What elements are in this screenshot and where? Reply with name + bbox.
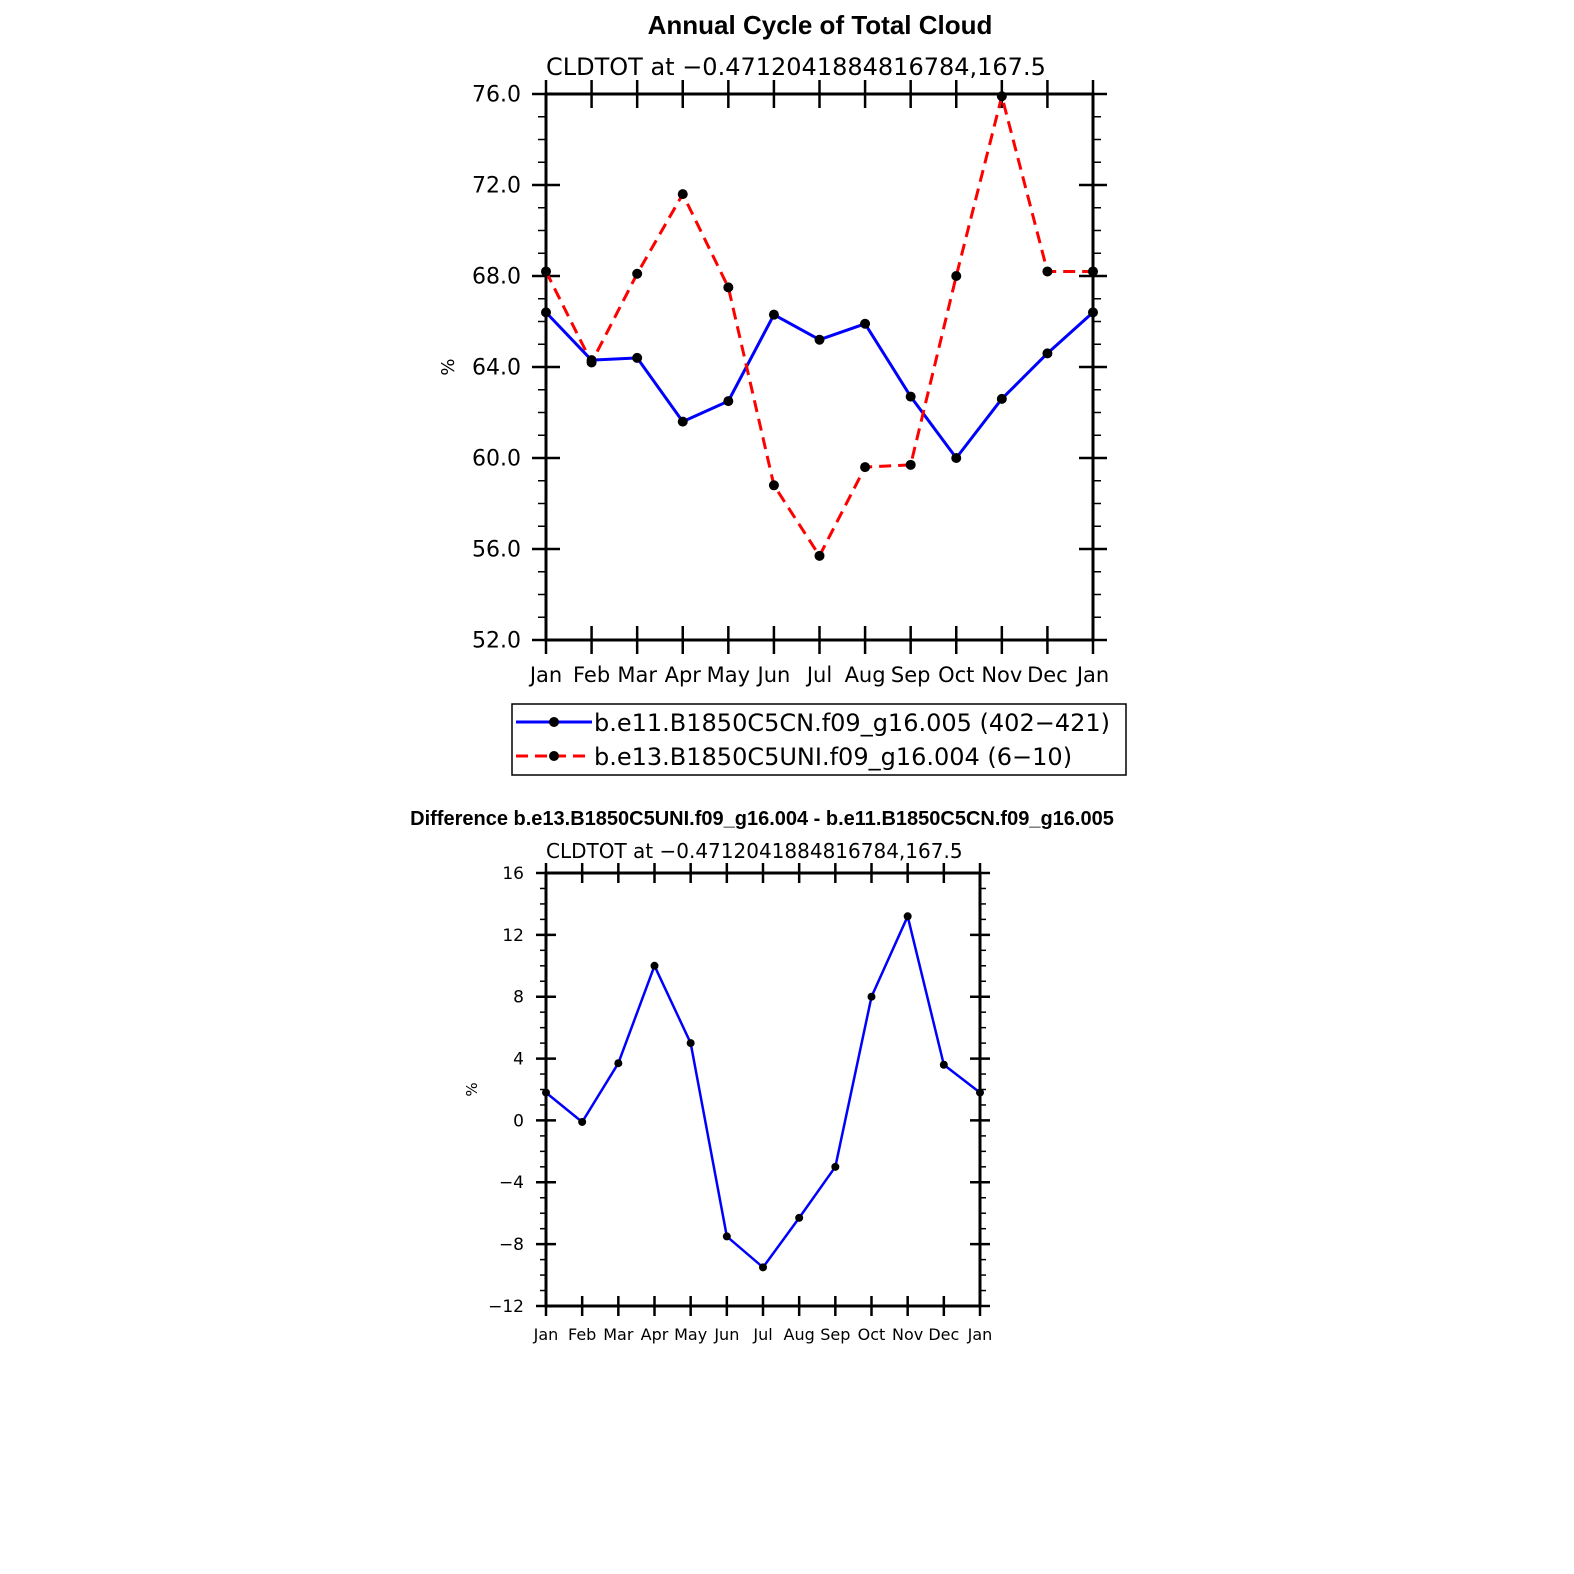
chart-2-x-tick-label: Feb (568, 1325, 596, 1344)
chart-1-x-tick-label: Jan (1075, 663, 1109, 687)
legend-series-1-label: b.e11.B1850C5CN.f09_g16.005 (402−421) (594, 709, 1110, 737)
chart-2-y-tick-label: 4 (513, 1050, 524, 1070)
chart-2-subtitle: CLDTOT at −0.4712041884816784,167.5 (546, 839, 963, 863)
chart-1-x-tick-label: Nov (981, 663, 1022, 687)
chart-1-series-1-point (768, 309, 779, 320)
chart-1-series-2-point (860, 462, 871, 473)
chart-2-series-1-point (939, 1060, 948, 1069)
legend-series-1-marker (549, 717, 559, 727)
chart-1-x-tick-label: Apr (665, 663, 702, 687)
legend-box (511, 703, 1127, 776)
chart-1-title: Annual Cycle of Total Cloud (648, 10, 993, 40)
chart-1-series-1-line (544, 311, 1095, 460)
chart-1-legend: b.e11.B1850C5CN.f09_g16.005 (402−421) b.e… (511, 703, 1127, 776)
chart-1-x-tick-label: Jun (756, 663, 791, 687)
chart-1-y-tick-label: 64.0 (472, 356, 521, 381)
chart-2-series-1-point (542, 1088, 550, 1097)
chart-2-series-1-point (614, 1059, 623, 1068)
chart-2-series-1-point (867, 992, 876, 1001)
chart-2-title: Difference b.e13.B1850C5UNI.f09_g16.004 … (410, 808, 1114, 830)
chart-1-series-1-point (677, 416, 688, 427)
chart-1-x-tick-label: Dec (1027, 663, 1068, 687)
chart-1-x-tick-label: May (707, 663, 750, 687)
chart-2-y-axis-label: % (463, 1082, 481, 1096)
chart-2-x-tick-label: Jul (752, 1325, 772, 1344)
chart-1-y-tick-label: 60.0 (472, 447, 521, 472)
chart-1-series-2-point (632, 268, 643, 279)
chart-1-x-tick-label: Sep (891, 663, 931, 687)
chart-2-series-1-point (795, 1213, 804, 1222)
chart-1-x-tick-label: Jul (805, 663, 832, 687)
chart-1-y-axis-label: % (438, 358, 459, 375)
chart-1-y-tick-label: 56.0 (472, 538, 521, 563)
chart-2-x-tick-label: Mar (603, 1325, 634, 1344)
chart-2-series-1-point (831, 1162, 840, 1171)
chart-1-series-2-point (541, 266, 551, 277)
chart-2-x-tick-label: Dec (928, 1325, 959, 1344)
chart-1-series-2-point (723, 282, 734, 293)
chart-1-y-tick-label: 68.0 (472, 265, 521, 290)
chart-1-series-2-point (677, 189, 688, 200)
chart-1-subtitle: CLDTOT at −0.4712041884816784,167.5 (546, 53, 1046, 81)
chart-2-series-1-point (722, 1232, 731, 1241)
chart-2-y-tick-label: −4 (499, 1173, 524, 1193)
chart-1-series-2-point (814, 550, 825, 561)
chart-2-x-tick-label: Nov (892, 1325, 923, 1344)
chart-2-y-tick-label: 16 (502, 864, 524, 884)
chart-1-x-tick-label: Aug (845, 663, 886, 687)
chart-2-x-tick-label: Aug (784, 1325, 815, 1344)
chart-1-series-1-point (723, 396, 734, 407)
chart-2-x-tick-label: May (674, 1325, 707, 1344)
chart-1-y-tick-label: 76.0 (472, 83, 521, 108)
chart-1-series-2-line (544, 94, 1093, 558)
chart-1-series-1-point (1088, 307, 1098, 318)
chart-2-series-1-line (545, 915, 981, 1269)
chart-1-series-1-point (541, 307, 551, 318)
chart-2-y-tick-label: 8 (513, 988, 524, 1008)
chart-1-series-2-point (996, 91, 1007, 102)
chart-1-x-tick-label: Oct (938, 663, 974, 687)
chart-1-series-1-point (1042, 348, 1053, 359)
difference-chart: Difference b.e13.B1850C5UNI.f09_g16.004 … (410, 808, 1114, 1344)
chart-1-series-2-point (905, 459, 916, 470)
chart-2-y-tick-label: 0 (513, 1111, 524, 1131)
chart-1-series-2-point (951, 271, 962, 281)
chart-2-series-1-point (903, 912, 912, 921)
chart-1-y-tick-label: 52.0 (472, 629, 521, 654)
chart-2-series-1-point (686, 1039, 695, 1048)
chart-1-series-1-point (905, 391, 916, 402)
chart-1-series-1-point (814, 334, 825, 345)
chart-2-x-tick-label: Jan (533, 1325, 559, 1344)
chart-1-x-tick-label: Mar (617, 663, 657, 687)
chart-1-x-tick-label: Feb (573, 663, 610, 687)
chart-1-series-2-point (1042, 266, 1053, 277)
chart-1-x-tick-label: Jan (528, 663, 562, 687)
chart-2-series-1-point (650, 961, 659, 970)
chart-2-series-1-point (759, 1263, 767, 1272)
chart-1-series-1-point (860, 318, 871, 329)
chart-2-x-tick-label: Apr (641, 1325, 669, 1344)
chart-2-y-tick-label: −8 (499, 1235, 524, 1255)
chart-2-y-tick-label: 12 (502, 926, 524, 946)
legend-series-2-label: b.e13.B1850C5UNI.f09_g16.004 (6−10) (594, 743, 1072, 771)
chart-2-x-tick-label: Sep (820, 1325, 850, 1344)
chart-1-series-2-point (768, 480, 779, 491)
legend-series-2-marker (549, 751, 559, 761)
chart-2-y-tick-label: −12 (488, 1297, 524, 1317)
chart-2-plot-frame (544, 871, 982, 1308)
chart-2-x-tick-label: Jan (967, 1325, 993, 1344)
chart-1-series-1-point (951, 453, 962, 463)
chart-2-series-1-point (578, 1117, 587, 1126)
chart-1-y-tick-label: 72.0 (472, 174, 521, 199)
chart-1-series-1-point (632, 352, 643, 363)
chart-2-series-1-point (976, 1088, 984, 1097)
chart-1-series-2-point (1088, 266, 1098, 277)
annual-cycle-chart: Annual Cycle of Total Cloud CLDTOT at −0… (438, 10, 1127, 776)
chart-2-x-tick-label: Oct (858, 1325, 886, 1344)
chart-1-series-2-point (586, 357, 597, 368)
chart-1-series-1-point (996, 393, 1007, 404)
chart-2-x-tick-label: Jun (713, 1325, 739, 1344)
